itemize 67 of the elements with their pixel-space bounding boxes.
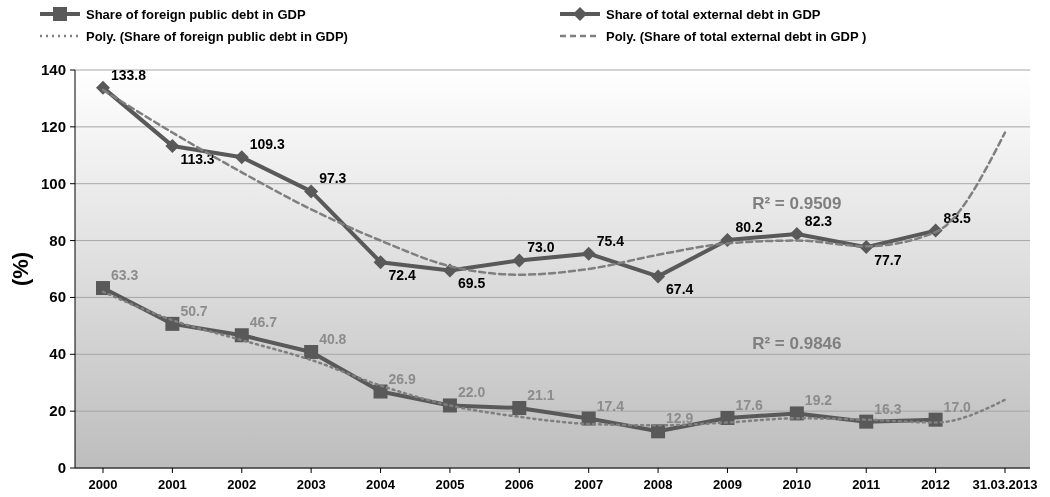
- x-tick-label: 2002: [227, 477, 257, 492]
- x-tick-label: 2007: [574, 477, 604, 492]
- data-label: 80.2: [735, 219, 763, 235]
- point: [651, 269, 666, 284]
- y-tick-label: 0: [57, 459, 66, 476]
- y-tick-label: 80: [49, 231, 66, 249]
- y-tick-label: 20: [49, 402, 66, 420]
- annotation: R² = 0.9846: [752, 333, 842, 353]
- x-tick-label: 2003: [296, 477, 326, 492]
- point: [512, 401, 527, 416]
- data-label: 67.4: [666, 281, 694, 298]
- data-label: 77.7: [874, 252, 902, 269]
- data-label: 22.0: [457, 384, 486, 401]
- legend-label: Poly. (Share of total external debt in GDP ): [606, 29, 867, 44]
- legend-label: Share of total external debt in GDP: [606, 7, 821, 22]
- point: [789, 227, 804, 242]
- data-label: 83.5: [943, 209, 972, 226]
- point: [581, 246, 596, 261]
- point: [234, 150, 249, 165]
- y-tick-label: 100: [40, 174, 66, 192]
- point: [373, 384, 388, 399]
- data-label: 75.4: [596, 232, 625, 249]
- legend-label: Poly. (Share of foreign public debt in GDP): [86, 29, 348, 44]
- data-label: 73.0: [527, 239, 555, 256]
- x-tick-label: 31.03.2013: [972, 477, 1038, 492]
- point: [304, 345, 319, 360]
- x-tick-label: 2006: [504, 477, 534, 492]
- y-tick-label: 60: [49, 288, 66, 306]
- x-tick-label: 2010: [782, 477, 812, 492]
- data-label: 50.7: [180, 302, 208, 319]
- y-tick-label: 120: [40, 117, 66, 135]
- data-label: 21.1: [527, 387, 555, 404]
- data-label: 109.3: [249, 136, 286, 153]
- x-tick-label: 2009: [713, 477, 742, 492]
- point: [304, 184, 319, 199]
- data-label: 12.9: [666, 410, 694, 427]
- x-tick-label: 2001: [157, 477, 187, 492]
- x-tick-label: 2012: [921, 477, 951, 492]
- data-label: 19.2: [804, 392, 833, 409]
- x-tick-label: 2000: [88, 477, 118, 492]
- data-label: 133.8: [111, 66, 147, 83]
- annotation: R² = 0.9509: [752, 194, 842, 214]
- x-tick-label: 2008: [643, 477, 673, 492]
- data-label: 72.4: [388, 267, 416, 284]
- data-label: 113.3: [180, 150, 215, 167]
- data-label: 17.4: [596, 397, 625, 414]
- x-tick-label: 2004: [366, 477, 396, 492]
- x-tick-label: 2011: [852, 477, 881, 492]
- data-label: 26.9: [388, 370, 416, 387]
- point: [165, 138, 180, 153]
- data-label: 69.5: [457, 275, 486, 292]
- y-axis-title: (%): [8, 251, 33, 287]
- data-label: 63.3: [111, 267, 139, 284]
- data-label: 40.8: [319, 331, 347, 348]
- point: [96, 281, 110, 296]
- point: [373, 255, 388, 270]
- point: [512, 253, 527, 268]
- data-label: 46.7: [249, 314, 278, 331]
- data-label: 16.3: [874, 400, 902, 417]
- data-label: 82.3: [804, 213, 833, 230]
- legend-label: Share of foreign public debt in GDP: [86, 7, 306, 22]
- data-label: 17.6: [735, 396, 763, 413]
- y-tick-label: 140: [40, 61, 66, 78]
- data-label: 97.3: [319, 170, 347, 187]
- data-label: 17.0: [943, 398, 972, 415]
- x-tick-label: 2005: [435, 477, 465, 492]
- y-tick-label: 40: [49, 345, 66, 363]
